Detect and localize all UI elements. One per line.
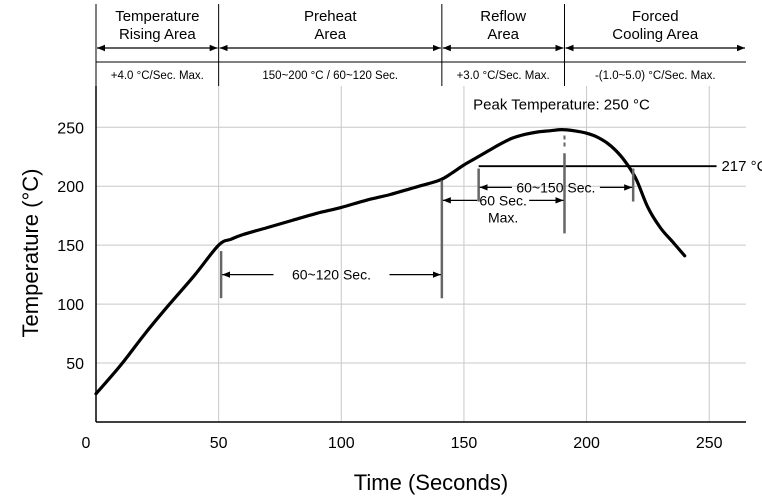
grid — [96, 86, 746, 422]
zone-subtitle-3: Cooling Area — [612, 26, 699, 43]
zone-rate-3: -(1.0~5.0) °C/Sec. Max. — [595, 70, 716, 82]
zone-subtitle-0: Rising Area — [119, 26, 196, 43]
zone-title-0: Temperature — [115, 8, 199, 25]
y-axis-title: Temperature (°C) — [18, 169, 43, 338]
y-tick-label-250: 250 — [57, 120, 84, 137]
x-tick-label-250: 250 — [696, 435, 723, 452]
zone-rate-1: 150~200 °C / 60~120 Sec. — [262, 70, 398, 82]
reflow-time-label: 60 Sec. — [479, 192, 526, 208]
x-tick-label-100: 100 — [328, 435, 355, 452]
above-liquidus-time-label: 60~150 Sec. — [516, 179, 595, 195]
x-tick-label-50: 50 — [210, 435, 228, 452]
zone-title-3: Forced — [632, 8, 679, 25]
x-tick-label-150: 150 — [451, 435, 478, 452]
zone-title-2: Reflow — [480, 8, 526, 25]
profile-curve — [94, 128, 687, 396]
reflow-time-label-2: Max. — [488, 209, 518, 225]
peak-label: Peak Temperature: 250 °C — [473, 97, 650, 114]
zone-rate-2: +3.0 °C/Sec. Max. — [457, 70, 550, 82]
y-tick-label-150: 150 — [57, 238, 84, 255]
x-tick-label-0: 0 — [82, 435, 91, 452]
preheat-time-label: 60~120 Sec. — [292, 267, 371, 283]
zone-subtitle-2: Area — [487, 26, 519, 43]
x-axis-title: Time (Seconds) — [354, 470, 508, 495]
zone-rate-0: +4.0 °C/Sec. Max. — [111, 70, 204, 82]
axes: 0 50 100 150 200 250 50 100 150 200 250 — [57, 86, 746, 452]
zone-title-1: Preheat — [304, 8, 357, 25]
temperature-profile — [94, 128, 687, 396]
y-tick-label-100: 100 — [57, 297, 84, 314]
y-tick-label-200: 200 — [57, 179, 84, 196]
zone-subtitle-1: Area — [314, 26, 346, 43]
y-tick-label-50: 50 — [66, 356, 84, 373]
liquidus-label: 217 °C — [721, 158, 762, 175]
annotations: Peak Temperature: 250 °C 217 °C 60~120 Sec… — [219, 97, 762, 299]
x-tick-label-200: 200 — [573, 435, 600, 452]
